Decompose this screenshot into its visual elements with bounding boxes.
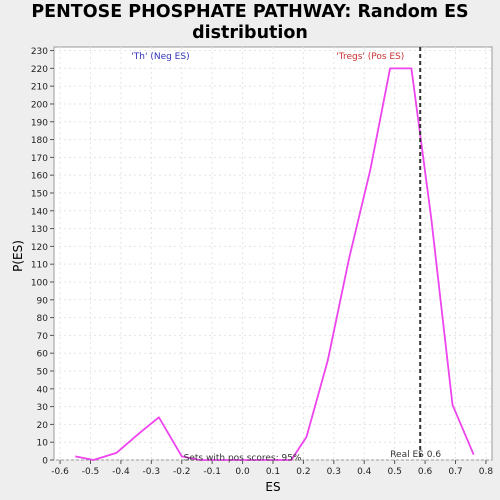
annotation-label: 'Tregs' (Pos ES) [336,52,404,62]
x-tick-label: 0.3 [327,467,341,477]
annotations: Real ES 0.6 'Th' (Neg ES) 'Tregs' (Pos ES)… [131,52,441,463]
y-tick-label: 100 [31,278,48,288]
y-tick-label: 90 [37,296,49,306]
y-tick-label: 140 [31,207,48,217]
y-tick-label: 30 [37,403,49,413]
grid [54,47,492,461]
y-tick-label: 180 [31,136,48,146]
x-tick-label: -0.5 [82,467,100,477]
y-tick-label: 70 [37,332,49,342]
y-tick-label: 170 [31,154,48,164]
x-tick-label: -0.4 [112,467,130,477]
chart-title-line1: PENTOSE PHOSPHATE PATHWAY: Random ES [31,2,469,22]
y-tick-label: 120 [31,243,48,253]
y-tick-label: 160 [31,172,48,182]
x-tick-label: -0.1 [203,467,221,477]
x-tick-label: 0.6 [418,467,433,477]
real-es-label: Real ES 0.6 [390,450,441,460]
es-distribution-line [75,67,475,461]
y-tick-label: 20 [37,421,49,431]
x-tick-label: -0.6 [51,467,69,477]
y-tick-label: 80 [37,314,49,324]
y-tick-label: 60 [37,350,49,360]
y-axis-ticks: 0 10 20 30 40 50 60 70 80 90 100 110 120 130 140 150 160… [31,47,54,467]
y-tick-label: 190 [31,118,48,128]
chart-title-line2: distribution [192,23,308,43]
x-tick-label: 0.4 [357,467,372,477]
x-tick-label: 0.0 [235,467,250,477]
y-tick-label: 210 [31,83,48,93]
y-tick-label: 0 [42,457,48,467]
x-tick-label: 0.8 [479,467,494,477]
y-tick-label: 110 [31,261,48,271]
y-tick-label: 220 [31,65,48,75]
y-axis-label: P(ES) [11,240,25,272]
x-tick-label: -0.3 [143,467,161,477]
x-tick-label: 0.1 [266,467,280,477]
series-group [75,47,475,461]
annotation-label: Sets with pos scores: 95% [184,453,302,463]
x-axis-label: ES [265,480,280,494]
y-tick-label: 10 [37,439,49,449]
x-tick-label: 0.5 [388,467,402,477]
y-tick-label: 50 [37,367,49,377]
x-axis-ticks: -0.6 -0.5 -0.4 -0.3 -0.2 -0.1 0.0 0.1 0.2 0.3 0.4 0… [51,460,493,477]
y-tick-label: 130 [31,225,48,235]
chart-title: PENTOSE PHOSPHATE PATHWAY: Random ES dis… [0,2,500,44]
y-tick-label: 40 [37,385,49,395]
x-tick-label: -0.2 [173,467,191,477]
y-tick-label: 230 [31,47,48,57]
x-tick-label: 0.7 [448,467,462,477]
annotation-label: 'Th' (Neg ES) [131,52,189,62]
y-tick-label: 200 [31,100,48,110]
y-tick-label: 150 [31,189,48,199]
x-tick-label: 0.2 [296,467,310,477]
